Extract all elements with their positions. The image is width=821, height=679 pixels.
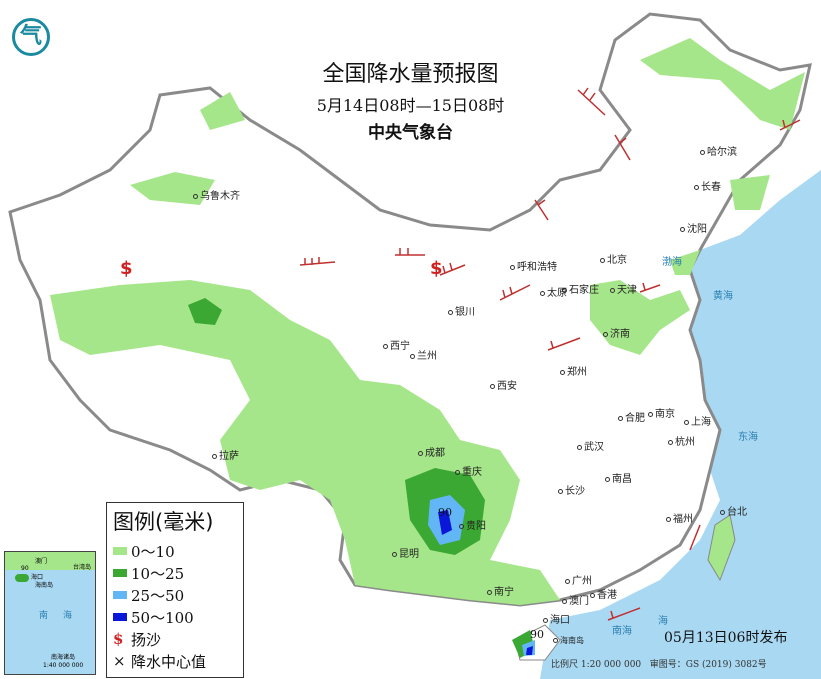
china-outline: [8, 12, 812, 607]
sea-area: [540, 170, 821, 679]
inset-land: [5, 552, 95, 570]
city-label: 南宁: [487, 583, 514, 598]
sand-icon: $: [430, 258, 443, 279]
city-label: 福州: [666, 510, 693, 525]
precip-center-value: 90: [438, 506, 452, 519]
legend-swatch: [113, 547, 127, 555]
precip-center-value: 90: [530, 628, 544, 641]
forecast-period: 5月14日08时—15日08时: [316, 96, 505, 115]
inset-label: 台湾岛: [73, 564, 92, 571]
city-label: 西安: [490, 377, 517, 392]
city-label: 北京: [600, 251, 627, 266]
city-label: 重庆: [455, 463, 482, 478]
legend-label: 扬沙: [131, 630, 162, 649]
legend-label: 10～25: [131, 564, 185, 583]
sea-label: 东海: [738, 432, 758, 443]
sea-label: 黄海: [713, 291, 733, 302]
cma-logo: 气: [12, 18, 50, 56]
sea-label: 海: [658, 616, 668, 627]
city-label: 杭州: [668, 433, 695, 448]
city-label: 西宁: [383, 337, 410, 352]
city-label: 成都: [418, 444, 445, 459]
sea-label: 南海: [612, 626, 632, 637]
legend-title: 图例(毫米): [113, 510, 214, 534]
legend-label: 降水中心值: [131, 652, 207, 671]
city-label: 银川: [448, 303, 475, 318]
city-label: 海南岛: [553, 635, 584, 646]
map-approval-number: 审图号：GS (2019) 3082号: [649, 660, 767, 670]
legend-item: 25～50: [113, 584, 243, 606]
precip-50-100: [438, 510, 533, 655]
legend-swatch: [113, 569, 127, 577]
publish-time: 05月13日06时发布: [664, 630, 788, 646]
legend-swatch: [113, 591, 127, 599]
inset-scale: 1:40 000 000: [43, 662, 84, 669]
city-label: 广州: [565, 572, 592, 587]
inset-label: 海: [63, 611, 73, 621]
inset-label: 澳门: [35, 558, 48, 565]
city-label: 长沙: [558, 482, 585, 497]
city-label: 澳门: [562, 592, 589, 607]
city-label: 天津: [610, 281, 637, 296]
inset-label: 南海诸岛: [51, 654, 76, 661]
legend-item: × 降水中心值: [113, 650, 243, 672]
legend-label: 50～100: [131, 608, 194, 627]
sea-label: 渤海: [662, 257, 682, 268]
city-label: 南昌: [605, 470, 632, 485]
south-china-sea-inset: 澳门 台湾岛 海口 海南岛 90 南 海 南海诸岛 1:40 000 000: [4, 551, 96, 675]
legend-swatch: [113, 613, 127, 621]
city-label: 贵阳: [459, 517, 486, 532]
legend-item: $ 扬沙: [113, 628, 243, 650]
city-label: 呼和浩特: [510, 258, 557, 273]
city-label: 昆明: [392, 545, 419, 560]
legend-item: 0～10: [113, 540, 243, 562]
city-label: 太原: [540, 284, 567, 299]
map-title: 全国降水量预报图: [322, 62, 499, 87]
city-label: 石家庄: [562, 281, 599, 296]
city-label: 合肥: [618, 409, 645, 424]
map-footer: 比例尺 1:20 000 000 审图号：GS (2019) 3082号: [551, 657, 767, 670]
legend-label: 25～50: [131, 586, 185, 605]
legend-label: 0～10: [131, 542, 175, 561]
inset-center-value: 90: [21, 565, 29, 572]
city-label: 兰州: [410, 347, 437, 362]
inset-label: 海南岛: [35, 582, 54, 589]
wind-barbs: [299, 87, 801, 621]
cross-icon: ×: [113, 652, 126, 670]
city-label: 上海: [684, 413, 711, 428]
city-label: 香港: [590, 586, 617, 601]
inset-label: 海口: [31, 574, 44, 581]
city-label: 武汉: [577, 438, 604, 453]
issuer: 中央气象台: [368, 123, 453, 143]
city-label: 哈尔滨: [700, 143, 737, 158]
legend: 图例(毫米) 0～10 10～25 25～50 50～100 $ 扬沙 × 降水中心…: [106, 502, 244, 678]
city-label: 长春: [694, 178, 721, 193]
city-label: 南京: [648, 405, 675, 420]
city-label: 郑州: [560, 363, 587, 378]
city-label: 乌鲁木齐: [193, 187, 240, 202]
city-label: 台北: [720, 503, 747, 518]
city-label: 海口: [543, 611, 570, 626]
city-label: 沈阳: [680, 220, 707, 235]
sand-icon: $: [120, 258, 133, 279]
inset-label: 南: [39, 611, 49, 621]
city-label: 济南: [603, 325, 630, 340]
inset-hainan: [15, 574, 29, 582]
legend-item: 50～100: [113, 606, 243, 628]
city-label: 拉萨: [212, 447, 239, 462]
sand-icon: $: [113, 630, 124, 648]
logo-glyph: 气: [19, 24, 42, 49]
map-scale: 比例尺 1:20 000 000: [551, 660, 642, 670]
legend-item: 10～25: [113, 562, 243, 584]
